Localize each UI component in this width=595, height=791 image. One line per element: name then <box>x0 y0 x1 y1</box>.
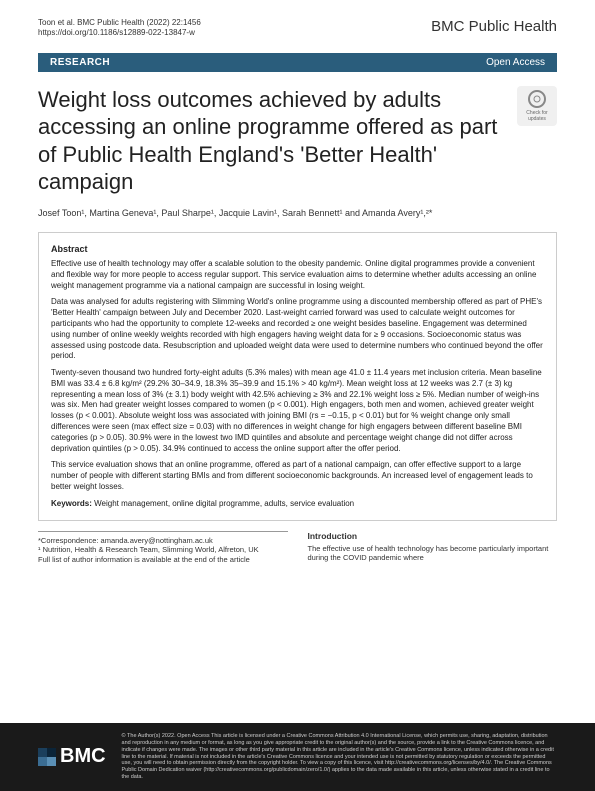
abstract-results: Twenty-seven thousand two hundred forty-… <box>51 368 544 454</box>
keywords-text: Weight management, online digital progra… <box>94 499 354 508</box>
introduction-text: The effective use of health technology h… <box>308 544 558 564</box>
introduction-block: Introduction The effective use of health… <box>308 531 558 565</box>
abstract-methods: Data was analysed for adults registering… <box>51 297 544 362</box>
keywords-line: Keywords: Weight management, online digi… <box>51 499 544 510</box>
abstract-heading: Abstract <box>51 243 544 255</box>
correspondence-block: *Correspondence: amanda.avery@nottingham… <box>38 531 288 565</box>
author-info-note: Full list of author information is avail… <box>38 555 288 565</box>
abstract-background: Effective use of health technology may o… <box>51 259 544 291</box>
page: Toon et al. BMC Public Health (2022) 22:… <box>0 0 595 791</box>
citation-line: Toon et al. BMC Public Health (2022) 22:… <box>38 18 201 28</box>
check-updates-icon <box>528 90 546 108</box>
open-access-label: Open Access <box>486 57 545 68</box>
correspondence-email: *Correspondence: amanda.avery@nottingham… <box>38 536 288 546</box>
check-updates-badge[interactable]: Check for updates <box>517 86 557 126</box>
title-block: Weight loss outcomes achieved by adults … <box>38 86 557 196</box>
license-text: © The Author(s) 2022. Open Access This a… <box>122 733 557 781</box>
body-columns: *Correspondence: amanda.avery@nottingham… <box>38 531 557 565</box>
page-header: Toon et al. BMC Public Health (2022) 22:… <box>0 0 595 47</box>
citation-block: Toon et al. BMC Public Health (2022) 22:… <box>38 18 201 39</box>
bmc-logo-text: BMC <box>60 745 106 768</box>
page-footer: BMC © The Author(s) 2022. Open Access Th… <box>0 723 595 791</box>
article-type-banner: RESEARCH Open Access <box>38 53 557 72</box>
keywords-label: Keywords: <box>51 499 92 508</box>
author-list: Josef Toon¹, Martina Geneva¹, Paul Sharp… <box>38 208 557 218</box>
check-updates-text: Check for updates <box>517 110 557 122</box>
affiliation-line: ¹ Nutrition, Health & Research Team, Sli… <box>38 545 288 555</box>
abstract-box: Abstract Effective use of health technol… <box>38 232 557 521</box>
doi-line: https://doi.org/10.1186/s12889-022-13847… <box>38 28 201 38</box>
journal-name: BMC Public Health <box>431 18 557 35</box>
abstract-conclusion: This service evaluation shows that an on… <box>51 460 544 492</box>
introduction-heading: Introduction <box>308 531 558 542</box>
bmc-logo-icon <box>38 748 56 766</box>
article-type-label: RESEARCH <box>50 57 110 68</box>
article-title: Weight loss outcomes achieved by adults … <box>38 86 557 196</box>
bmc-logo: BMC <box>38 745 106 768</box>
